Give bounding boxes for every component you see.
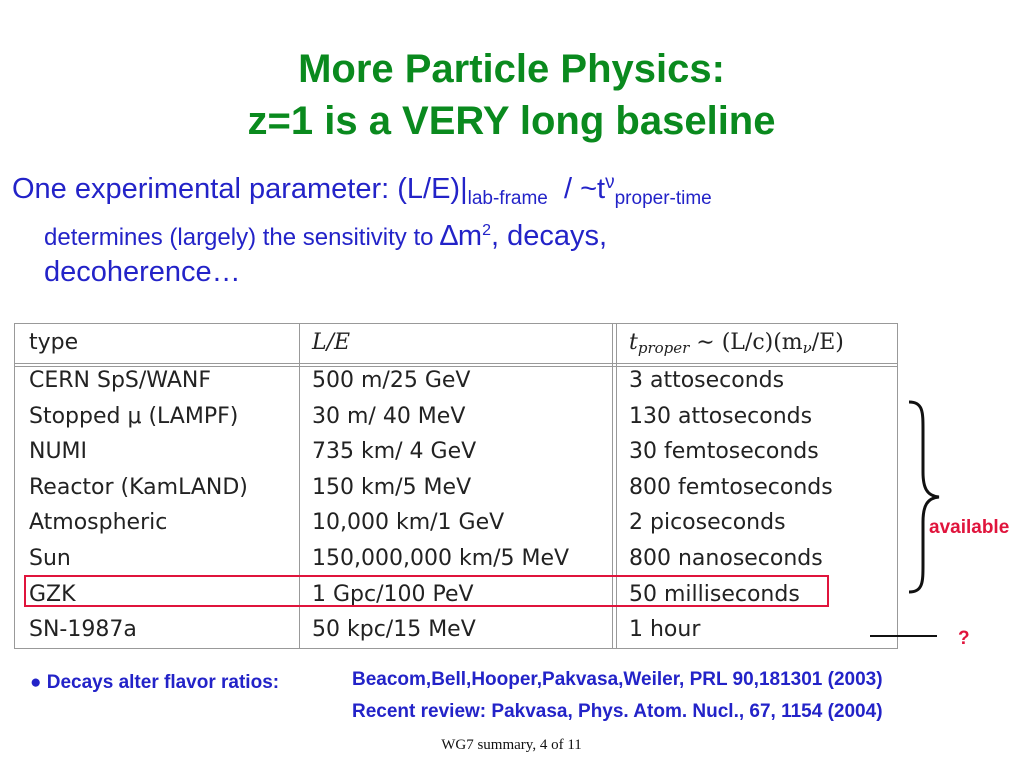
table-cell-type: NUMI [29, 439, 88, 465]
header-t-sub: proper [637, 339, 690, 357]
header-tproper: tproper ∼ (L/c)(mν/E) [629, 326, 844, 365]
header-nu-sub: ν [802, 339, 812, 357]
table-cell-t: 2 picoseconds [629, 510, 786, 536]
decays-text: , decays, [490, 220, 608, 252]
table-cell-type: SN-1987a [29, 617, 137, 643]
col-divider [616, 324, 617, 648]
header-divider [15, 363, 897, 364]
squared-sup: 2 [482, 222, 491, 239]
header-t-end: /E) [811, 330, 844, 355]
table-cell-t: 30 femtoseconds [629, 439, 819, 465]
table-cell-le: 50 kpc/15 MeV [312, 617, 476, 643]
parameter-line: One experimental parameter: (L/E)|lab-fr… [12, 172, 712, 210]
parameter-lead: One experimental parameter: (L/E)| [12, 173, 468, 205]
question-line [870, 635, 937, 637]
gzk-highlight-box [24, 575, 829, 607]
header-t: t [629, 330, 638, 355]
slide-footer: WG7 summary, 4 of 11 [441, 737, 582, 753]
header-le: L/E [312, 330, 351, 355]
question-mark: ? [958, 628, 970, 649]
sensitivity-text: determines (largely) the sensitivity to [44, 224, 441, 251]
decoherence-line: decoherence… [44, 256, 241, 288]
slide-title-line1: More Particle Physics: [298, 47, 725, 91]
sensitivity-line: determines (largely) the sensitivity to … [44, 220, 607, 253]
delta-symbol: ∆ [440, 220, 458, 252]
table-cell-le: 150,000,000 km/5 MeV [312, 546, 570, 571]
table-cell-t: 130 attoseconds [629, 403, 813, 429]
slide-title-line2: z=1 is a VERY long baseline [247, 99, 776, 143]
table-cell-le: 10,000 km/1 GeV [312, 510, 505, 536]
col-divider [299, 324, 300, 648]
table-cell-type: Atmospheric [29, 510, 168, 536]
baseline-table: type L/E tproper ∼ (L/c)(mν/E) CERN SpS/… [14, 323, 898, 649]
table-cell-type: Stopped μ (LAMPF) [29, 403, 239, 429]
header-divider [15, 366, 897, 367]
table-cell-t: 1 hour [629, 617, 701, 643]
decays-label: ● Decays alter flavor ratios: [30, 672, 280, 693]
table-cell-le: 500 m/25 GeV [312, 368, 471, 393]
available-label: available [929, 517, 1010, 538]
table-cell-le: 30 m/ 40 MeV [312, 403, 466, 429]
nu-sup: ν [605, 172, 615, 193]
col-divider [612, 324, 613, 648]
table-cell-type: Reactor (KamLAND) [29, 474, 248, 500]
table-cell-le: 735 km/ 4 GeV [312, 439, 477, 465]
header-t-rest: ∼ (L/c)(m [689, 330, 803, 355]
table-cell-le: 1 Gpc/100 PeV [312, 581, 474, 607]
lab-frame-sub: lab-frame [467, 188, 548, 209]
table-cell-t: 50 milliseconds [629, 581, 800, 607]
table-cell-le: 150 km/5 MeV [312, 474, 472, 500]
table-cell-type: CERN SpS/WANF [29, 368, 212, 393]
table-cell-type: Sun [29, 546, 71, 571]
m-symbol: m [457, 220, 483, 252]
header-type: type [29, 330, 79, 355]
reference-1: Beacom,Bell,Hooper,Pakvasa,Weiler, PRL 9… [352, 669, 883, 690]
table-cell-t: 800 nanoseconds [629, 546, 823, 571]
proper-time-sub: proper-time [614, 188, 712, 209]
proper-time-prefix: / ~t [564, 173, 606, 205]
table-cell-type: GZK [29, 581, 76, 607]
curly-brace-icon [908, 400, 940, 594]
reference-2: Recent review: Pakvasa, Phys. Atom. Nucl… [352, 701, 883, 722]
table-cell-t: 3 attoseconds [629, 368, 785, 393]
table-cell-t: 800 femtoseconds [629, 474, 833, 500]
